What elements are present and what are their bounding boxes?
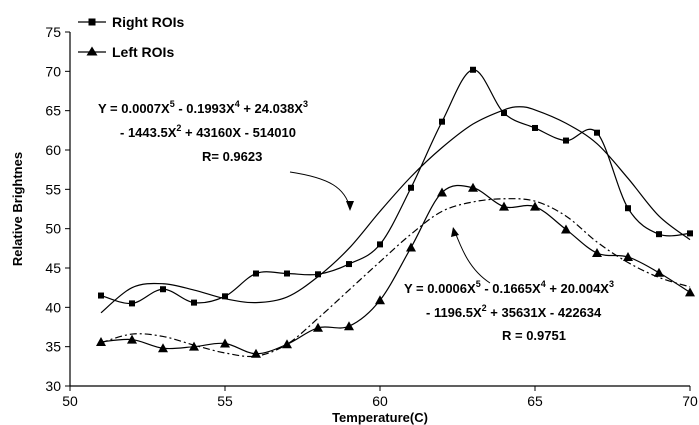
data-point-right-rois-8 — [346, 261, 352, 268]
data-point-left-rois-14 — [530, 201, 540, 211]
y-tick-label-3: 45 — [45, 260, 61, 276]
data-point-left-rois-13 — [499, 201, 509, 211]
trendlines — [100, 106, 691, 358]
data-point-right-rois-15 — [563, 137, 569, 144]
right-equation-arrowhead — [346, 201, 354, 211]
x-tick-label-2: 60 — [372, 393, 388, 409]
y-ticks: 30 35 40 45 50 55 60 65 70 75 — [45, 24, 70, 394]
left-equation-r-value: R = 0.9751 — [502, 328, 566, 343]
data-point-left-rois-9 — [375, 295, 385, 305]
data-point-right-rois-10 — [408, 184, 414, 191]
data-point-right-rois-18 — [656, 231, 662, 238]
data-point-right-rois-9 — [377, 241, 383, 248]
y-tick-label-1: 35 — [45, 339, 61, 355]
data-point-right-rois-12 — [470, 66, 476, 73]
data-point-right-rois-14 — [532, 124, 538, 131]
data-point-left-rois-1 — [127, 334, 137, 344]
y-tick-label-4: 50 — [45, 221, 61, 237]
data-point-left-rois-12 — [468, 182, 478, 192]
data-point-right-rois-16 — [594, 129, 600, 136]
legend-item-left-rois: Left ROIs — [78, 44, 174, 60]
data-point-right-rois-7 — [315, 271, 321, 278]
x-axis-label: Temperature(C) — [332, 410, 428, 425]
data-point-left-rois-19 — [685, 287, 695, 297]
legend: Right ROIs Left ROIs — [78, 14, 185, 60]
data-point-right-rois-3 — [191, 299, 197, 306]
legend-item-right-rois: Right ROIs — [78, 14, 185, 30]
data-point-right-rois-1 — [129, 300, 135, 307]
data-point-left-rois-4 — [220, 338, 230, 348]
data-point-left-rois-17 — [623, 251, 633, 261]
y-tick-label-0: 30 — [45, 378, 61, 394]
plot-area: 30 35 40 45 50 55 60 65 70 75 50 55 60 65 70 — [45, 24, 698, 409]
x-ticks: 50 55 60 65 70 — [62, 386, 698, 409]
legend-label-left-rois: Left ROIs — [112, 44, 174, 60]
data-point-left-rois-10 — [406, 242, 416, 252]
data-point-right-rois-5 — [253, 270, 259, 277]
y-tick-label-6: 60 — [45, 142, 61, 158]
markers — [96, 66, 695, 358]
legend-label-right-rois: Right ROIs — [112, 14, 185, 30]
right-equation-line-2: - 1443.5X2 + 43160X - 514010 — [120, 123, 296, 140]
x-tick-label-0: 50 — [62, 393, 78, 409]
data-point-left-rois-15 — [561, 224, 571, 234]
y-tick-label-5: 55 — [45, 181, 61, 197]
trendline-left-rois — [100, 198, 691, 358]
x-tick-label-1: 55 — [217, 393, 233, 409]
y-tick-label-8: 70 — [45, 63, 61, 79]
data-point-right-rois-13 — [501, 110, 507, 117]
y-tick-label-9: 75 — [45, 24, 61, 40]
left-equation-arrow — [454, 231, 491, 284]
data-point-left-rois-0 — [96, 336, 106, 346]
data-point-left-rois-8 — [344, 321, 354, 331]
data-point-left-rois-3 — [189, 341, 199, 351]
left-equation-annotation: Y = 0.0006X5 - 0.1665X4 + 20.004X3 - 119… — [404, 227, 614, 343]
x-tick-label-3: 65 — [527, 393, 543, 409]
data-point-right-rois-4 — [222, 293, 228, 300]
right-equation-annotation: Y = 0.0007X5 - 0.1993X4 + 24.038X3 - 144… — [98, 99, 354, 211]
data-point-left-rois-16 — [592, 248, 602, 258]
data-point-left-rois-2 — [158, 343, 168, 353]
right-equation-arrow — [289, 171, 351, 209]
data-point-left-rois-11 — [437, 187, 447, 197]
left-equation-line-1: Y = 0.0006X5 - 0.1665X4 + 20.004X3 — [404, 279, 614, 296]
x-tick-label-4: 70 — [682, 393, 698, 409]
right-equation-line-1: Y = 0.0007X5 - 0.1993X4 + 24.038X3 — [98, 99, 308, 116]
data-point-left-rois-6 — [282, 339, 292, 349]
data-point-right-rois-0 — [98, 292, 104, 299]
data-point-right-rois-2 — [160, 286, 166, 293]
data-point-left-rois-5 — [251, 348, 261, 358]
series-line-left-rois — [100, 184, 691, 355]
right-equation-r-value: R= 0.9623 — [202, 149, 262, 164]
y-tick-label-7: 65 — [45, 103, 61, 119]
legend-marker-triangle — [86, 46, 98, 56]
data-point-right-rois-6 — [284, 270, 290, 277]
y-axis-label: Relative Brightnes — [10, 152, 25, 266]
data-point-right-rois-17 — [625, 205, 631, 212]
data-point-left-rois-7 — [313, 322, 323, 332]
left-equation-line-2: - 1196.5X2 + 35631X - 422634 — [426, 303, 602, 320]
data-point-left-rois-18 — [654, 267, 664, 277]
data-point-right-rois-11 — [439, 118, 445, 125]
trendline-right-rois — [100, 106, 691, 314]
y-tick-label-2: 40 — [45, 299, 61, 315]
data-point-right-rois-19 — [687, 230, 693, 237]
legend-marker-square — [88, 18, 96, 26]
left-equation-arrowhead — [451, 227, 459, 237]
